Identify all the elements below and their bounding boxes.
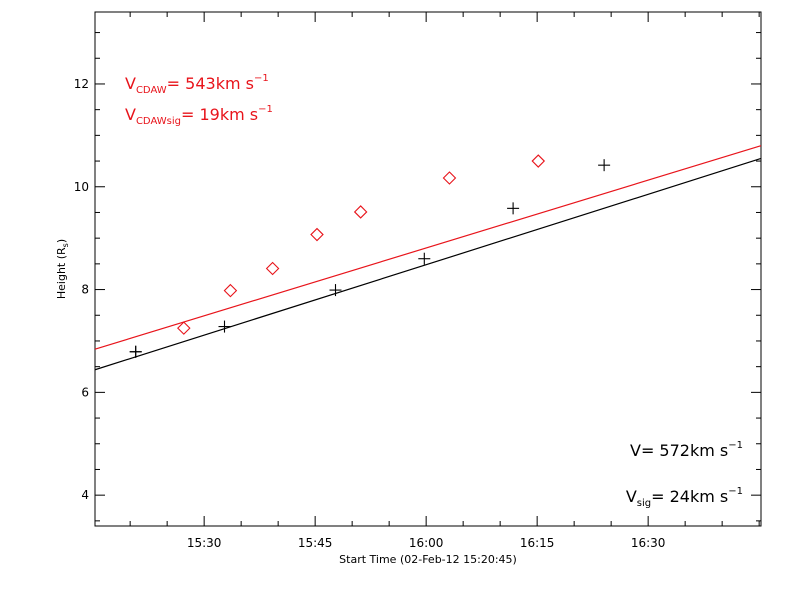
annotation-v-cdaw-sup: −1 <box>254 73 269 84</box>
x-tick-label: 15:45 <box>298 536 333 550</box>
annotation-v-sig-prefix: V <box>626 487 637 506</box>
annotation-v-rest: = 572km s <box>641 441 728 460</box>
x-axis-title: Start Time (02-Feb-12 15:20:45) <box>339 553 517 566</box>
annotation-v: V= 572km s−1 <box>630 440 743 460</box>
plot-frame <box>94 11 762 527</box>
data-point-cdaw <box>353 205 368 219</box>
y-tick-label: 6 <box>81 385 89 399</box>
annotation-v-cdawsig-rest: = 19km s <box>181 105 258 124</box>
data-point-sig <box>218 320 231 333</box>
y-tick-label: 8 <box>81 283 89 297</box>
y-axis-title-sub: s <box>61 243 70 247</box>
annotation-v-sig: Vsig= 24km s−1 <box>626 486 743 509</box>
annotation-v-cdawsig: VCDAWsig= 19km s−1 <box>125 104 273 127</box>
data-point-sig <box>129 345 142 358</box>
annotation-v-cdaw-sub: CDAW <box>136 85 167 96</box>
annotation-v-cdawsig-sub: CDAWsig <box>136 116 181 127</box>
data-point-cdaw <box>442 171 457 185</box>
y-axis-title-end: ) <box>55 239 68 243</box>
annotation-v-cdaw: VCDAW= 543km s−1 <box>125 73 269 96</box>
fit-lines-group <box>94 145 762 371</box>
data-point-sig <box>418 252 431 265</box>
data-point-cdaw <box>310 227 324 242</box>
y-tick-label: 10 <box>74 180 89 194</box>
annotation-v-sig-sub: sig <box>637 498 651 509</box>
data-point-cdaw <box>531 154 546 168</box>
data-point-sig <box>507 202 520 215</box>
annotation-v-cdaw-prefix: V <box>125 74 136 93</box>
data-point-sig <box>598 159 611 172</box>
annotation-v-cdaw-rest: = 543km s <box>167 74 254 93</box>
points-group <box>129 154 611 358</box>
annotation-v-cdawsig-prefix: V <box>125 105 136 124</box>
x-tick-label: 15:30 <box>187 536 222 550</box>
y-axis-title: Height (Rs) <box>55 239 70 299</box>
data-point-cdaw <box>223 283 238 298</box>
annotation-v-prefix: V <box>630 441 641 460</box>
annotation-v-cdawsig-sup: −1 <box>258 104 273 115</box>
x-tick-label: 16:30 <box>631 536 666 550</box>
data-point-cdaw <box>177 321 191 335</box>
annotation-v-sup: −1 <box>728 440 743 451</box>
ticks-group: 15:30 15:45 16:00 16:15 16:30 4 6 8 10 12 <box>74 12 761 550</box>
annotation-v-sig-rest: = 24km s <box>651 487 728 506</box>
data-point-sig <box>329 284 342 297</box>
y-axis-title-main: Height (R <box>55 247 68 299</box>
fit-line-sig <box>94 157 762 371</box>
annotation-v-sig-sup: −1 <box>728 486 743 497</box>
fit-line-cdaw <box>94 145 762 350</box>
y-tick-label: 4 <box>81 488 89 502</box>
x-tick-label: 16:15 <box>520 536 555 550</box>
x-tick-label: 16:00 <box>409 536 444 550</box>
y-tick-label: 12 <box>74 77 89 91</box>
data-point-cdaw <box>265 261 280 276</box>
